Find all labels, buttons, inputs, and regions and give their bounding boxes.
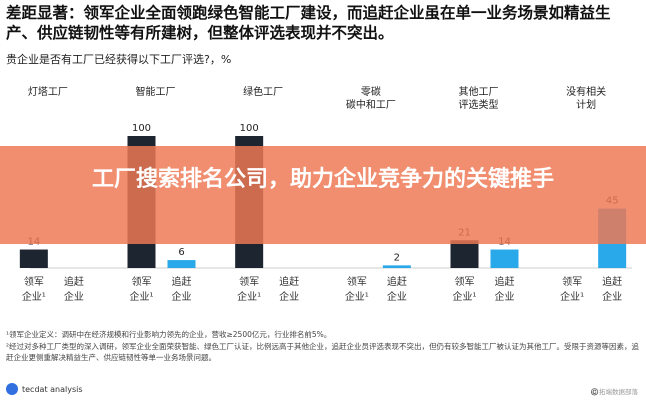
group-label-5-1: 计划 bbox=[576, 98, 596, 111]
series-label-3-0-b: 企业¹ bbox=[345, 290, 369, 303]
bar-4-1 bbox=[490, 249, 519, 268]
source-logo-text: tecdat analysis bbox=[22, 384, 83, 394]
series-label-0-0-b: 企业¹ bbox=[22, 290, 46, 303]
footnote-1: ¹领军企业定义：调研中在经济规模和行业影响力领先的企业，营收≥2500亿元，行业… bbox=[6, 330, 332, 339]
series-label-2-0-a: 领军 bbox=[239, 275, 259, 288]
series-label-1-1-b: 企业 bbox=[172, 290, 192, 303]
group-label-4-0: 其他工厂 bbox=[459, 85, 499, 98]
series-label-1-0-a: 领军 bbox=[132, 275, 152, 288]
bar-0-0 bbox=[19, 249, 48, 268]
series-label-5-1-b: 企业 bbox=[602, 290, 622, 303]
series-label-2-1-b: 企业 bbox=[279, 290, 299, 303]
group-label-3-1: 碳中和工厂 bbox=[346, 98, 396, 111]
data-label-1-0: 100 bbox=[132, 123, 151, 134]
series-label-3-0-a: 领军 bbox=[347, 275, 367, 288]
series-label-0-1-a: 追赶 bbox=[64, 275, 84, 288]
group-label-1-0: 智能工厂 bbox=[136, 85, 176, 98]
series-label-0-1-b: 企业 bbox=[64, 290, 84, 303]
series-label-5-0-a: 领军 bbox=[562, 275, 582, 288]
data-label-3-1: 2 bbox=[394, 252, 400, 263]
chart-headline: 差距显著：领军企业全面领跑绿色智能工厂建设，而追赶企业虽在单一业务场景如精益生产… bbox=[6, 4, 611, 42]
overlay-title: 工厂搜索排名公司，助力企业竞争力的关键推手 bbox=[91, 167, 554, 192]
group-label-3-0: 零碳 bbox=[361, 85, 381, 98]
title-overlay-banner bbox=[0, 146, 646, 244]
series-label-3-1-a: 追赶 bbox=[387, 275, 407, 288]
source-line: tecdat analysis bbox=[6, 383, 83, 395]
group-label-5-0: 没有相关 bbox=[566, 85, 606, 98]
data-label-1-1: 6 bbox=[178, 247, 184, 258]
series-label-3-1-b: 企业 bbox=[387, 290, 407, 303]
series-label-4-0-a: 领军 bbox=[455, 275, 475, 288]
group-label-0-0: 灯塔工厂 bbox=[28, 85, 68, 98]
footnote-2: ²经过对多种工厂类型的深入调研，领军企业全面荣获智能、绿色工厂认证，比例远高于其… bbox=[6, 341, 640, 363]
footnotes: ¹领军企业定义：调研中在经济规模和行业影响力领先的企业，营收≥2500亿元，行业… bbox=[6, 329, 640, 364]
bar-1-1 bbox=[167, 260, 196, 268]
survey-question: 贵企业是否有工厂已经获得以下工厂评选?，% bbox=[6, 53, 232, 66]
series-label-5-1-a: 追赶 bbox=[602, 275, 622, 288]
series-label-4-1-a: 追赶 bbox=[495, 275, 515, 288]
series-label-2-1-a: 追赶 bbox=[279, 275, 299, 288]
data-label-2-0: 100 bbox=[240, 123, 259, 134]
series-label-4-0-b: 企业¹ bbox=[452, 290, 476, 303]
bar-3-1 bbox=[382, 265, 411, 268]
series-label-1-1-a: 追赶 bbox=[172, 275, 192, 288]
group-label-4-1: 评选类型 bbox=[459, 98, 499, 111]
watermark: ©️拓端数据部落 bbox=[590, 388, 638, 396]
series-label-4-1-b: 企业 bbox=[495, 290, 515, 303]
series-label-0-0-a: 领军 bbox=[24, 275, 44, 288]
series-label-1-0-b: 企业¹ bbox=[129, 290, 153, 303]
group-label-2-0: 绿色工厂 bbox=[243, 85, 283, 98]
bar-4-0 bbox=[450, 240, 479, 268]
tecdat-logo-icon bbox=[6, 383, 18, 395]
series-label-5-0-b: 企业¹ bbox=[560, 290, 584, 303]
series-label-2-0-b: 企业¹ bbox=[237, 290, 261, 303]
